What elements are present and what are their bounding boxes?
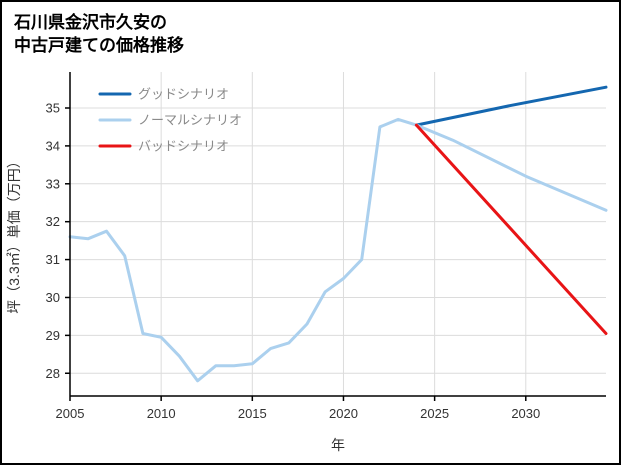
y-tick-label: 33 [46, 176, 60, 191]
y-axis-title: 坪（3.3㎡）単価（万円） [6, 154, 22, 313]
series-line-good [414, 85, 608, 127]
y-tick-label: 29 [46, 328, 60, 343]
x-tick-label: 2030 [511, 406, 540, 421]
y-tick-label: 28 [46, 366, 60, 381]
y-tick-label: 31 [46, 252, 60, 267]
y-tick-label: 35 [46, 100, 60, 115]
legend-label-good: グッドシナリオ [138, 86, 229, 101]
series-line-normal [68, 117, 608, 383]
chart-title: 石川県金沢市久安の 中古戸建ての価格推移 [2, 2, 619, 58]
x-axis-title: 年 [331, 437, 345, 453]
legend-label-bad: バッドシナリオ [138, 138, 229, 153]
x-tick-label: 2010 [147, 406, 176, 421]
series-line-bad [414, 123, 608, 335]
y-tick-label: 34 [46, 138, 60, 153]
chart-title-line1: 石川県金沢市久安の [14, 13, 167, 32]
legend-label-normal: ノーマルシナリオ [138, 112, 242, 127]
price-trend-chart: 2005 2010 2015 2020 2025 2030 28 29 30 31 32 33 34 35… [6, 71, 608, 453]
x-tick-label: 2020 [329, 406, 358, 421]
y-tick-label: 32 [46, 214, 60, 229]
x-tick-label: 2005 [56, 406, 85, 421]
x-tick-label: 2015 [238, 406, 267, 421]
x-tick-label: 2025 [420, 406, 449, 421]
chart-title-line2: 中古戸建ての価格推移 [14, 35, 184, 55]
y-tick-label: 30 [46, 290, 60, 305]
